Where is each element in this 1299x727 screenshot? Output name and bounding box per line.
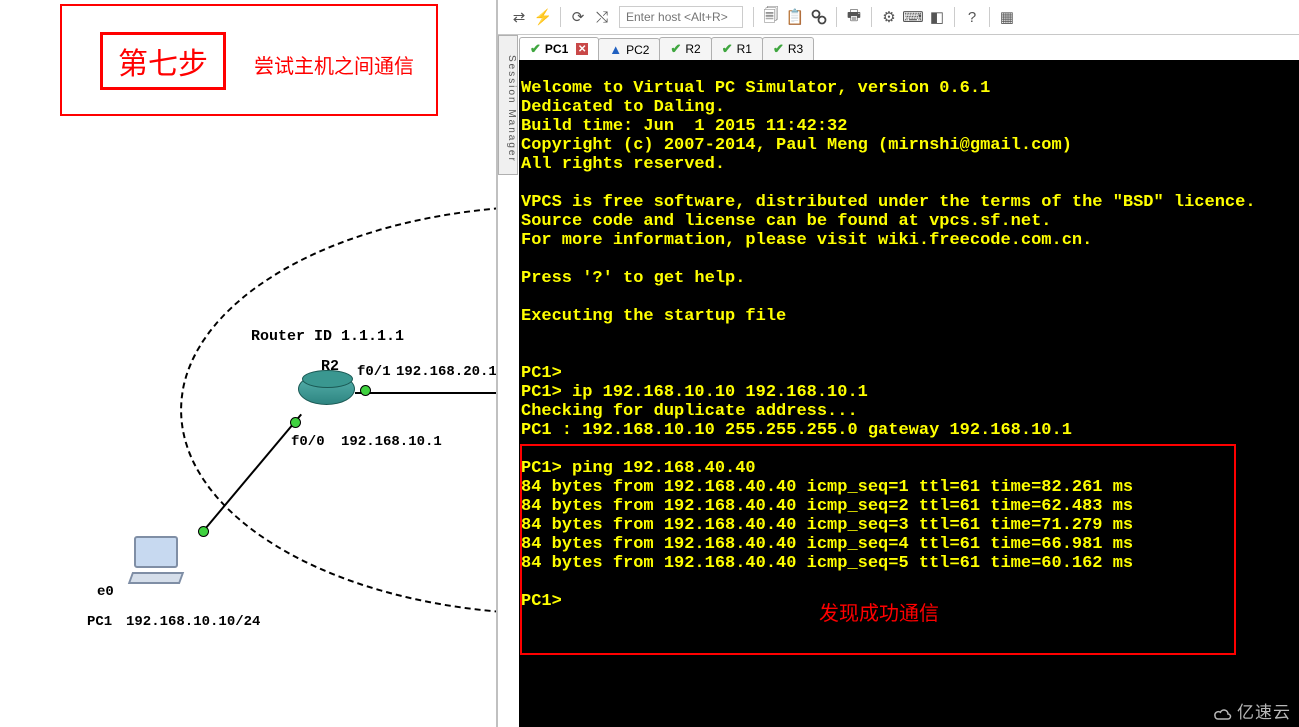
check-icon: ✔ [722, 41, 733, 57]
ip-f01-label: 192.168.20.1 [396, 364, 497, 380]
terminal-line: PC1> ip 192.168.10.10 192.168.10.1 [519, 383, 1299, 402]
interface-dot [360, 385, 371, 396]
success-annotation: 发现成功通信 [819, 597, 939, 626]
terminal-line: Dedicated to Daling. [519, 98, 1299, 117]
terminal-line: Executing the startup file [519, 307, 1299, 326]
step-number-box: 第七步 [100, 32, 226, 90]
keyboard-icon[interactable]: ⌨ [902, 6, 924, 28]
separator [871, 7, 872, 27]
router-id-label: Router ID 1.1.1.1 [251, 328, 404, 345]
terminal-line: PC1> [519, 364, 1299, 383]
separator [560, 7, 561, 27]
terminal-line [519, 345, 1299, 364]
interface-dot [198, 526, 209, 537]
refresh-icon[interactable]: ⤭ [591, 6, 613, 28]
interface-f00-label: f0/0 [291, 434, 325, 450]
warn-icon: ▲ [609, 42, 622, 57]
separator [989, 7, 990, 27]
terminal-line [519, 60, 1299, 79]
pc1-interface-label: e0 [97, 584, 114, 600]
terminal-line [519, 174, 1299, 193]
pc1-ip-label: 192.168.10.10/24 [126, 614, 260, 630]
watermark: 亿速云 [1211, 698, 1291, 723]
tab-label: R3 [788, 42, 803, 56]
pc1-icon [134, 536, 194, 596]
quick-connect-icon[interactable]: ⚡ [532, 6, 554, 28]
pc1-name-label: PC1 [87, 614, 112, 630]
terminal-line: Welcome to Virtual PC Simulator, version… [519, 79, 1299, 98]
terminal-line: PC1 : 192.168.10.10 255.255.255.0 gatewa… [519, 421, 1299, 440]
terminal-line [519, 250, 1299, 269]
reconnect-icon[interactable]: ⟳ [567, 6, 589, 28]
check-icon: ✔ [530, 41, 541, 57]
tab-r2[interactable]: ✔ R2 [659, 37, 711, 60]
network-topology: Router ID 1.1.1.1 R2 f0/1 192.168.20.1 f… [0, 120, 495, 720]
print-icon[interactable]: 🖶 [843, 6, 865, 28]
terminal-line: 84 bytes from 192.168.40.40 icmp_seq=3 t… [519, 516, 1299, 535]
toolbar: ⇄ ⚡ ⟳ ⤭ 🗐 📋 🖶 ⚙ ⌨ ◧ ? ▦ [498, 0, 1299, 35]
tab-r1[interactable]: ✔ R1 [711, 37, 763, 60]
router-icon [298, 373, 355, 414]
watermark-text: 亿速云 [1237, 703, 1291, 722]
close-icon[interactable]: ✕ [576, 43, 588, 55]
script-icon[interactable]: ▦ [996, 6, 1018, 28]
terminal-line: PC1> ping 192.168.40.40 [519, 459, 1299, 478]
terminal-line: 84 bytes from 192.168.40.40 icmp_seq=1 t… [519, 478, 1299, 497]
terminal-line: 84 bytes from 192.168.40.40 icmp_seq=2 t… [519, 497, 1299, 516]
connect-icon[interactable]: ⇄ [508, 6, 530, 28]
interface-dot [290, 417, 301, 428]
tab-pc2[interactable]: ▲ PC2 [598, 38, 660, 60]
tab-label: R2 [685, 42, 700, 56]
tab-pc1[interactable]: ✔ PC1 ✕ [519, 37, 599, 60]
separator [753, 7, 754, 27]
terminal[interactable]: Welcome to Virtual PC Simulator, version… [519, 60, 1299, 727]
tab-label: R1 [737, 42, 752, 56]
session-tabs: ✔ PC1 ✕ ▲ PC2 ✔ R2 ✔ R1 ✔ R3 [519, 35, 813, 60]
terminal-line [519, 440, 1299, 459]
terminal-line: 84 bytes from 192.168.40.40 icmp_seq=4 t… [519, 535, 1299, 554]
check-icon: ✔ [670, 41, 681, 57]
step-description: 尝试主机之间通信 [254, 50, 414, 79]
terminal-line: Press '?' to get help. [519, 269, 1299, 288]
paste-icon[interactable]: 📋 [784, 6, 806, 28]
check-icon: ✔ [773, 41, 784, 57]
tab-label: PC1 [545, 42, 568, 56]
terminal-line [519, 573, 1299, 592]
terminal-line: Source code and license can be found at … [519, 212, 1299, 231]
tab-label: PC2 [626, 43, 649, 57]
terminal-line: VPCS is free software, distributed under… [519, 193, 1299, 212]
terminal-line: 84 bytes from 192.168.40.40 icmp_seq=5 t… [519, 554, 1299, 573]
session-manager-tab[interactable]: Session Manager [498, 35, 518, 175]
terminal-line: Build time: Jun 1 2015 11:42:32 [519, 117, 1299, 136]
terminal-line: For more information, please visit wiki.… [519, 231, 1299, 250]
help-icon[interactable]: ? [961, 6, 983, 28]
terminal-line [519, 288, 1299, 307]
settings-icon[interactable]: ⚙ [878, 6, 900, 28]
interface-f01-label: f0/1 [357, 364, 391, 380]
topology-panel: 第七步 尝试主机之间通信 Router ID 1.1.1.1 R2 f0/1 1… [0, 0, 495, 727]
terminal-line: All rights reserved. [519, 155, 1299, 174]
separator [836, 7, 837, 27]
step-number: 第七步 [118, 39, 208, 83]
separator [954, 7, 955, 27]
terminal-line: Copyright (c) 2007-2014, Paul Meng (mirn… [519, 136, 1299, 155]
host-input[interactable] [619, 6, 743, 28]
tab-r3[interactable]: ✔ R3 [762, 37, 814, 60]
ip-f00-label: 192.168.10.1 [341, 434, 442, 450]
terminal-line [519, 326, 1299, 345]
session-icon[interactable]: ◧ [926, 6, 948, 28]
copy-icon[interactable]: 🗐 [760, 6, 782, 28]
find-icon[interactable] [808, 6, 830, 28]
terminal-line: Checking for duplicate address... [519, 402, 1299, 421]
cloud-icon [1211, 706, 1233, 722]
